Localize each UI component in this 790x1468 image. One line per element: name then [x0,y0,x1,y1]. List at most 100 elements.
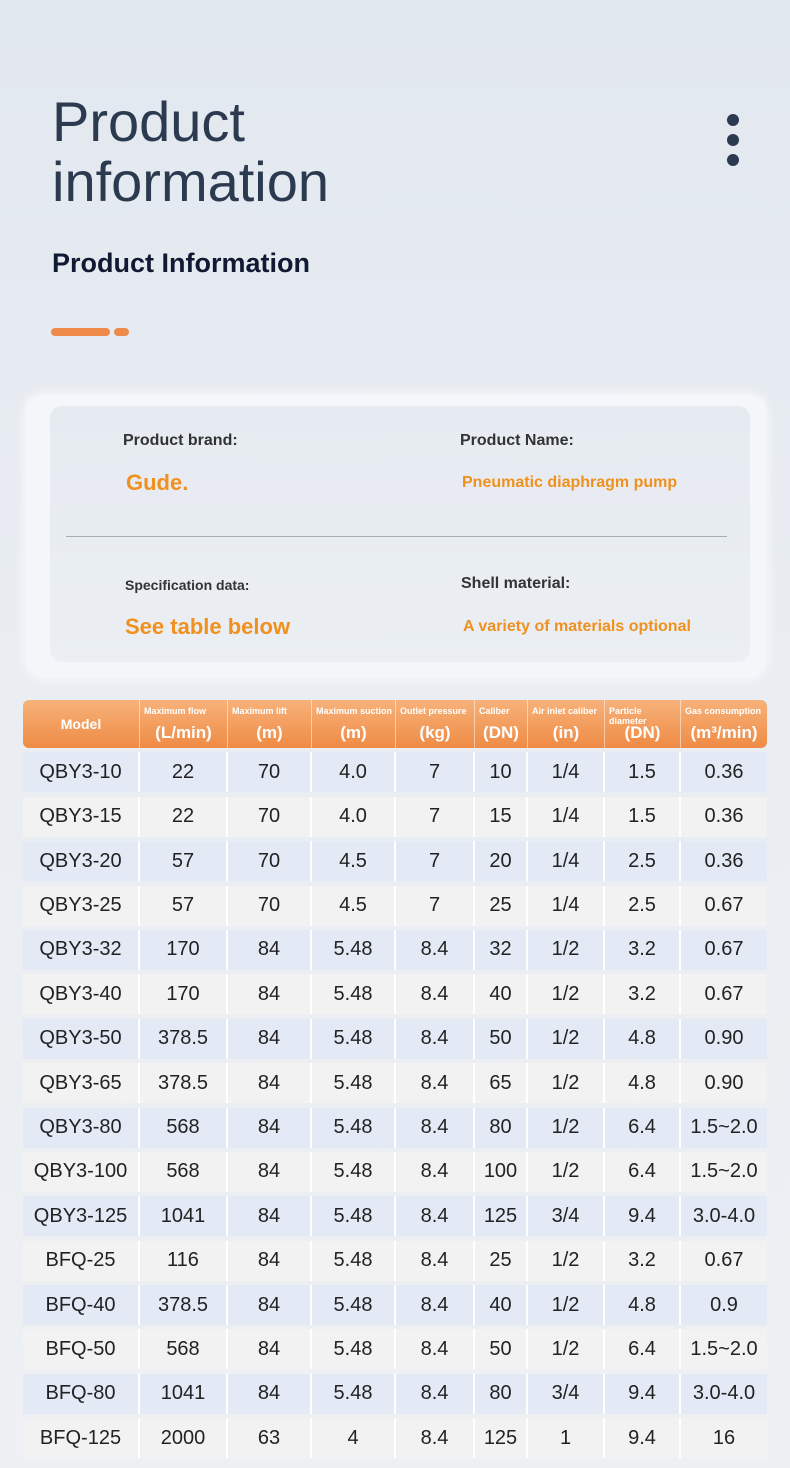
table-cell: QBY3-25 [23,885,140,926]
header-unit: (L/min) [155,723,212,742]
table-cell: 2.5 [605,841,681,882]
table-cell: 1/4 [528,885,605,926]
table-cell: 9.4 [605,1196,681,1237]
table-cell: QBY3-20 [23,841,140,882]
header-label: Gas consumption [685,706,762,716]
header-unit: (DN) [624,723,661,742]
table-cell: 84 [228,929,312,970]
table-cell: 63 [228,1418,312,1459]
table-cell: 84 [228,1018,312,1059]
table-cell: 2000 [140,1418,228,1459]
table-cell: 5.48 [312,1285,396,1326]
table-cell: 3.2 [605,929,681,970]
table-cell: QBY3-32 [23,929,140,970]
table-cell: 4.8 [605,1285,681,1326]
table-cell: 70 [228,841,312,882]
table-cell: BFQ-50 [23,1329,140,1370]
table-cell: 8.4 [396,1018,475,1059]
table-cell: 3.0-4.0 [681,1373,767,1414]
table-cell: 4.8 [605,1063,681,1104]
header-unit: (m) [256,723,283,742]
table-cell: 70 [228,752,312,793]
table-cell: 1/2 [528,929,605,970]
info-label: Product brand: [123,432,238,449]
table-cell: 0.67 [681,974,767,1015]
table-cell: 6.4 [605,1329,681,1370]
header-label: Caliber [479,706,510,716]
header-label: Outlet pressure [400,706,467,716]
table-cell: 8.4 [396,1151,475,1192]
table-cell: 20 [475,841,528,882]
table-cell: 1.5 [605,796,681,837]
table-cell: 4.0 [312,752,396,793]
table-cell: 8.4 [396,974,475,1015]
table-cell: BFQ-25 [23,1240,140,1281]
info-value: Gude. [126,470,189,495]
table-cell: 0.9 [681,1285,767,1326]
table-cell: 65 [475,1063,528,1104]
table-cell: 32 [475,929,528,970]
table-cell: 8.4 [396,1063,475,1104]
table-cell: 125 [475,1418,528,1459]
accent-bar [51,328,110,336]
table-cell: 3/4 [528,1373,605,1414]
table-cell: 100 [475,1151,528,1192]
table-cell: 0.36 [681,796,767,837]
menu-dot[interactable] [727,134,739,146]
table-cell: 4.5 [312,841,396,882]
table-cell: 8.4 [396,1240,475,1281]
table-cell: 1041 [140,1196,228,1237]
header-cell: Gas consumption (m³/min) [681,700,767,748]
table-row: QBY3-50 378.5 84 5.48 8.4 50 1/2 4.8 0.90 [23,1018,767,1059]
table-cell: 378.5 [140,1063,228,1104]
table-cell: 125 [475,1196,528,1237]
table-cell: 7 [396,841,475,882]
header-label: Model [60,716,102,732]
table-cell: 9.4 [605,1373,681,1414]
table-row: BFQ-125 2000 63 4 8.4 125 1 9.4 16 [23,1418,767,1459]
table-cell: 6.4 [605,1151,681,1192]
table-cell: 0.67 [681,929,767,970]
table-cell: 8.4 [396,929,475,970]
subtitle: Product Information [52,248,310,278]
table-cell: 40 [475,1285,528,1326]
divider [66,536,727,537]
info-value: A variety of materials optional [463,618,691,635]
table-cell: 1/2 [528,1018,605,1059]
table-cell: 57 [140,885,228,926]
table-cell: 1/2 [528,1063,605,1104]
table-cell: 8.4 [396,1107,475,1148]
menu-dot[interactable] [727,114,739,126]
table-cell: BFQ-80 [23,1373,140,1414]
table-cell: 84 [228,1107,312,1148]
table-cell: QBY3-125 [23,1196,140,1237]
table-row: QBY3-32 170 84 5.48 8.4 32 1/2 3.2 0.67 [23,929,767,970]
table-cell: 1/2 [528,1107,605,1148]
table-cell: 568 [140,1107,228,1148]
table-cell: BFQ-40 [23,1285,140,1326]
table-cell: 8.4 [396,1285,475,1326]
header-cell: Model [23,700,140,748]
table-cell: 5.48 [312,1151,396,1192]
table-cell: 84 [228,1373,312,1414]
table-cell: 7 [396,885,475,926]
table-row: QBY3-15 22 70 4.0 7 15 1/4 1.5 0.36 [23,796,767,837]
table-cell: 0.67 [681,885,767,926]
table-cell: 2.5 [605,885,681,926]
table-cell: 8.4 [396,1373,475,1414]
header-cell: Maximum flow (L/min) [140,700,228,748]
table-cell: 25 [475,1240,528,1281]
header-label: Maximum flow [144,706,207,716]
table-cell: BFQ-125 [23,1418,140,1459]
table-cell: 1/4 [528,796,605,837]
table-cell: 70 [228,796,312,837]
table-row: BFQ-80 1041 84 5.48 8.4 80 3/4 9.4 3.0-4.0 [23,1373,767,1414]
menu-dot[interactable] [727,154,739,166]
table-cell: 50 [475,1329,528,1370]
header-unit: (DN) [483,723,519,742]
table-row: QBY3-25 57 70 4.5 7 25 1/4 2.5 0.67 [23,885,767,926]
header-label: Maximum suction [316,706,393,716]
header-cell: Caliber (DN) [475,700,528,748]
header-label: Maximum lift [232,706,288,716]
table-cell: 4 [312,1418,396,1459]
